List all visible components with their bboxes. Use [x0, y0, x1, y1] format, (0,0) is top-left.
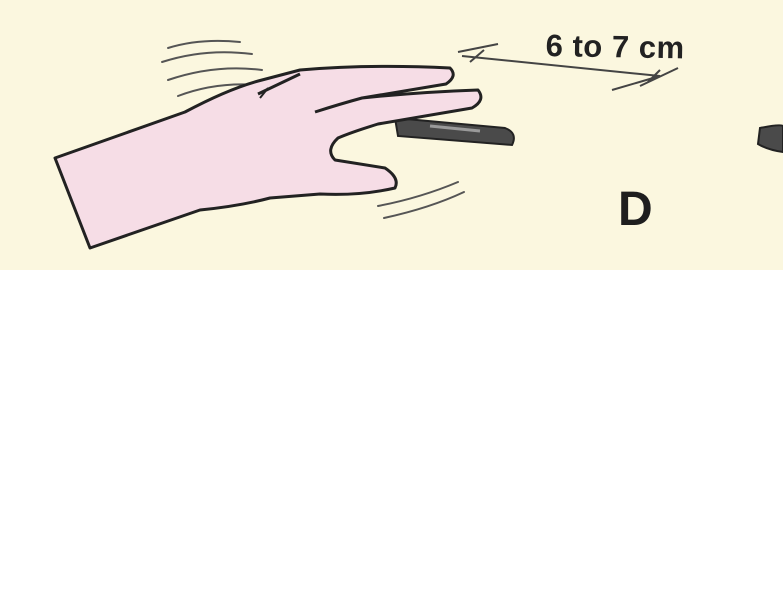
illustration-panel: 6 to 7 cm D	[0, 0, 783, 270]
hand-icon	[53, 64, 483, 250]
pen-icon	[393, 116, 515, 147]
partial-pen-icon	[756, 124, 783, 154]
motion-lines-lower-icon	[377, 181, 465, 219]
dimension-arrow-icon	[457, 43, 679, 91]
hand-illustration	[53, 39, 783, 250]
measurement-label: 6 to 7 cm	[545, 28, 685, 66]
blank-area	[0, 270, 783, 606]
panel-letter: D	[618, 183, 653, 236]
